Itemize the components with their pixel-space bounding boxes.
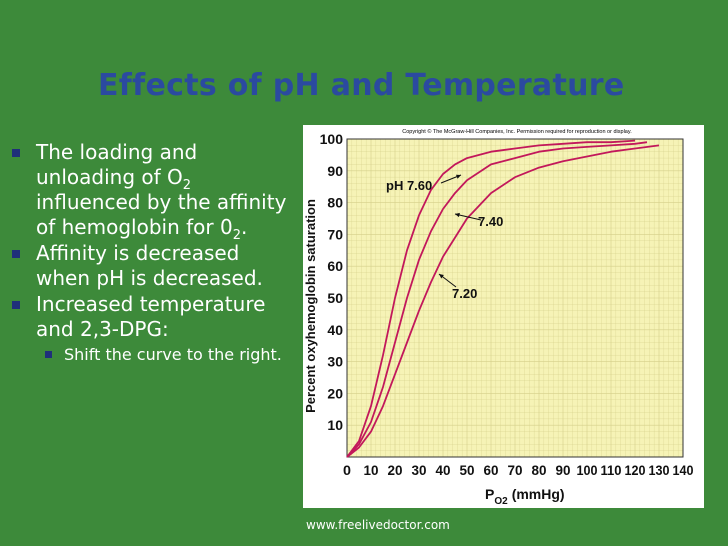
curve-series-0	[346, 139, 636, 458]
x-axis-label-subscript: O2	[494, 496, 508, 507]
subscript-two: 2	[232, 228, 241, 243]
y-tick-label: 40	[327, 322, 343, 338]
bullet-text-part: influenced by the affinity of hemoglobin…	[36, 190, 287, 239]
x-tick-label: 10	[364, 462, 379, 478]
x-tick-label: 100	[577, 462, 598, 478]
y-tick-label: 30	[327, 354, 343, 370]
annotation-ph-7-60: pH 7.60	[386, 178, 432, 193]
y-axis-label: Percent oxyhemoglobin saturation	[303, 199, 318, 413]
bullet-text-part: .	[240, 215, 248, 239]
y-tick-label: 80	[327, 195, 343, 211]
curve-series-2	[346, 144, 660, 458]
x-tick-label: 120	[625, 462, 646, 478]
annotation-ph-7-20: 7.20	[452, 286, 477, 301]
curve-series-1	[346, 141, 648, 458]
chart-curves	[346, 139, 660, 458]
bullet-square-icon	[12, 301, 20, 309]
y-tick-label: 90	[327, 163, 343, 179]
chart-labels: pH 7.60 7.40 7.20	[386, 174, 503, 301]
chart-axes: 0 10 20 30 40 50 60 70 80 90 100 110 120 130 140102030…	[303, 131, 694, 507]
x-tick-label: 40	[436, 462, 451, 478]
bullet-item-affinity: Affinity is decreased when pH is decreas…	[12, 241, 297, 291]
bullet-text: Affinity is decreased when pH is decreas…	[36, 241, 263, 290]
x-tick-label: 130	[649, 462, 670, 478]
bullet-list: The loading and unloading of O2 influenc…	[12, 140, 297, 365]
x-tick-label: 70	[508, 462, 523, 478]
y-tick-label: 50	[327, 290, 343, 306]
sub-bullet-item-shift: Shift the curve to the right.	[12, 344, 297, 365]
copyright-text: Copyright © The McGraw-Hill Companies, I…	[402, 128, 632, 135]
subscript-two: 2	[182, 178, 192, 193]
y-tick-label: 100	[320, 131, 344, 147]
footer-url: www.freelivedoctor.com	[306, 518, 450, 532]
y-tick-label: 60	[327, 258, 343, 274]
bullet-text: Increased temperature and 2,3-DPG:	[36, 292, 266, 341]
bullet-square-icon	[12, 149, 20, 157]
x-tick-label: 20	[388, 462, 403, 478]
x-tick-label: 50	[460, 462, 475, 478]
bullet-square-icon	[12, 250, 20, 258]
x-tick-label: 140	[673, 462, 694, 478]
x-tick-label: 30	[412, 462, 427, 478]
annotation-arrow-head	[455, 212, 460, 218]
bullet-item-loading: The loading and unloading of O2 influenc…	[12, 140, 297, 243]
x-tick-label: 60	[484, 462, 499, 478]
x-tick-label: 0	[343, 462, 351, 478]
x-tick-label: 80	[532, 462, 547, 478]
oxyhemoglobin-dissociation-chart: Copyright © The McGraw-Hill Companies, I…	[303, 128, 694, 507]
y-tick-label: 10	[327, 417, 343, 433]
chart-panel: Copyright © The McGraw-Hill Companies, I…	[303, 125, 704, 508]
plot-border	[346, 138, 684, 458]
slide-title: Effects of pH and Temperature	[98, 68, 625, 103]
y-tick-label: 20	[327, 385, 343, 401]
y-tick-label: 70	[327, 226, 343, 242]
annotation-arrow-head	[456, 174, 461, 179]
x-tick-label: 90	[556, 462, 571, 478]
x-axis-label-unit: (mmHg)	[512, 486, 565, 502]
x-tick-label: 110	[601, 462, 622, 478]
bullet-item-temperature: Increased temperature and 2,3-DPG:	[12, 292, 297, 342]
bullet-text-part: The loading and unloading of O	[36, 140, 198, 189]
x-axis-label: PO2 (mmHg)	[485, 486, 565, 507]
bullet-square-icon	[45, 351, 52, 358]
annotation-arrow-head	[439, 274, 444, 279]
x-axis-label-main: P	[485, 486, 494, 502]
sub-bullet-text: Shift the curve to the right.	[64, 345, 282, 364]
annotation-ph-7-40: 7.40	[478, 214, 503, 229]
